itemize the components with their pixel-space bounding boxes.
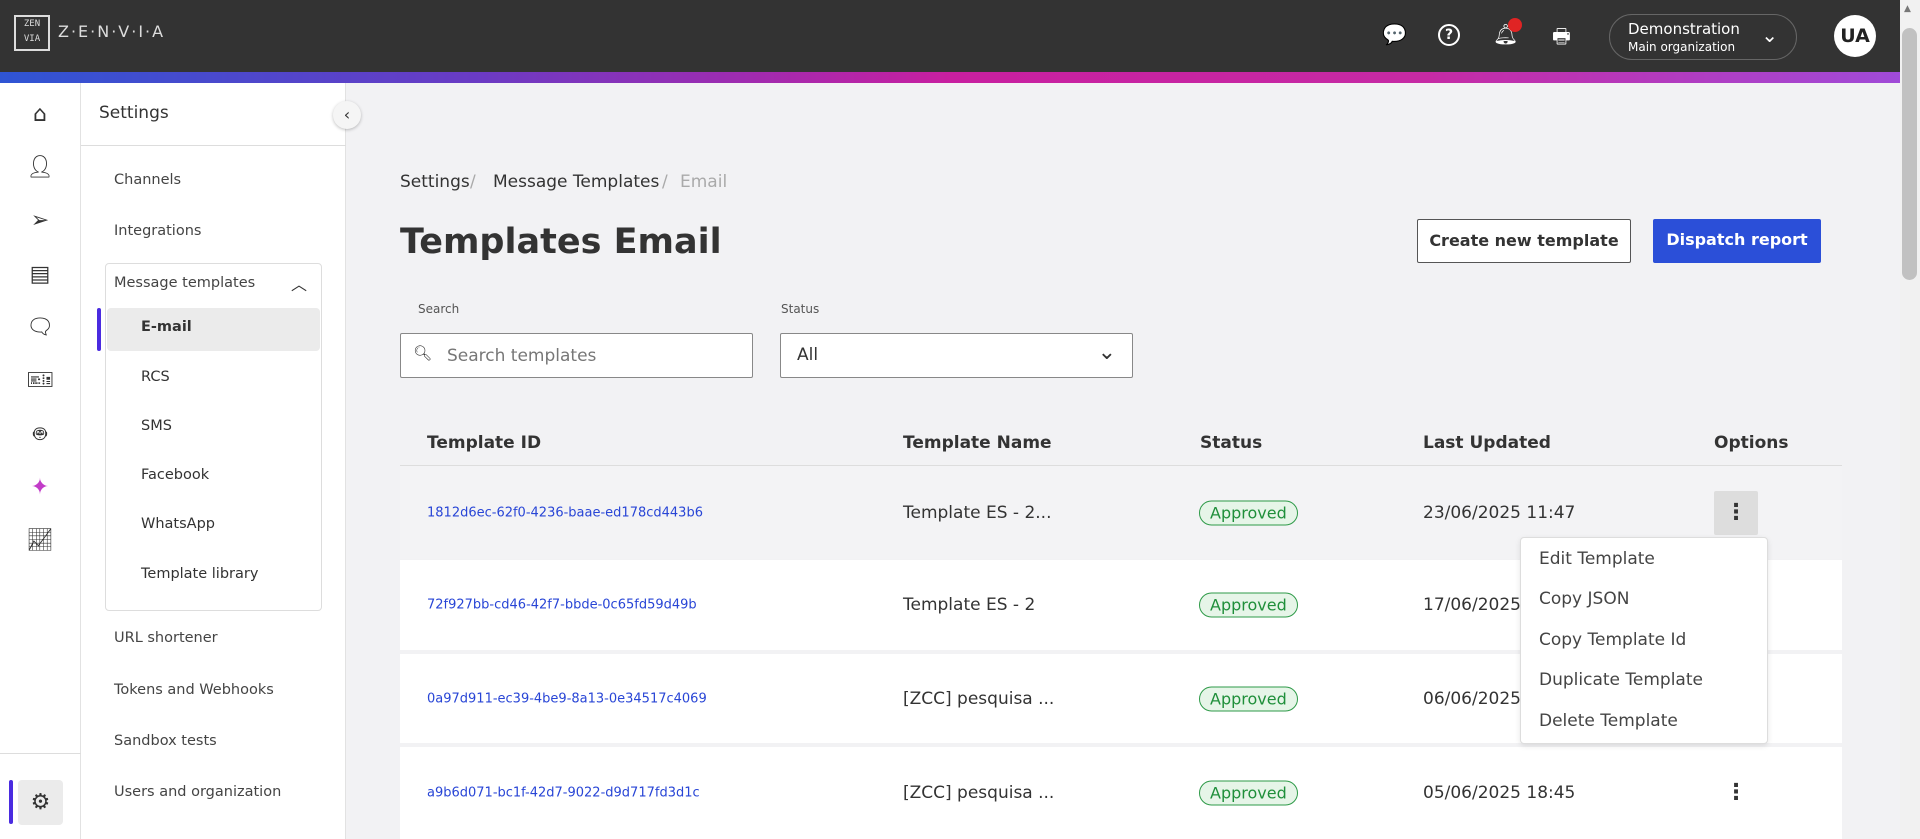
more-options-icon[interactable]: ⋮ bbox=[1714, 490, 1758, 535]
breadcrumb-separator: / bbox=[662, 172, 668, 192]
header-divider bbox=[400, 465, 1842, 466]
help-icon[interactable]: ? bbox=[1438, 24, 1460, 46]
nav-sandbox-tests[interactable]: Sandbox tests bbox=[114, 733, 217, 749]
template-name: [ZCC] pesquisa ... bbox=[903, 688, 1055, 709]
avatar[interactable]: UA bbox=[1834, 15, 1876, 57]
breadcrumb-separator: / bbox=[470, 172, 476, 192]
nav-tokens-webhooks[interactable]: Tokens and Webhooks bbox=[114, 682, 274, 698]
nav-users-organization[interactable]: Users and organization bbox=[114, 784, 282, 800]
breadcrumb-email: Email bbox=[680, 172, 728, 192]
template-id-link[interactable]: 0a97d911-ec39-4be9-8a13-0e34517c4069 bbox=[427, 691, 707, 706]
breadcrumb-settings[interactable]: Settings bbox=[400, 172, 470, 192]
nav-message-templates[interactable]: Message templates bbox=[114, 275, 256, 291]
status-value: All bbox=[797, 345, 819, 365]
collapse-panel-button[interactable]: ‹ bbox=[333, 101, 361, 129]
zenvia-logo-text: Z·E·N·V·I·A bbox=[58, 22, 166, 41]
breadcrumb-message-templates[interactable]: Message Templates bbox=[493, 172, 660, 192]
col-last-updated: Last Updated bbox=[1423, 433, 1551, 453]
last-updated: 17/06/2025 bbox=[1423, 595, 1521, 615]
menu-copy-template-id[interactable]: Copy Template Id bbox=[1539, 630, 1687, 650]
nav-url-shortener[interactable]: URL shortener bbox=[114, 630, 218, 646]
scroll-up-arrow[interactable]: ▲ bbox=[1904, 4, 1911, 14]
col-template-name: Template Name bbox=[903, 433, 1052, 453]
search-icon: 🔍︎ bbox=[413, 344, 433, 362]
document-icon[interactable]: ▤ bbox=[29, 262, 51, 287]
icon-rail: ⌂ 👤︎ ➢ ▤ 🗨︎ 🎫︎ 🤖︎ ✦ 📈︎ ⚙ bbox=[0, 83, 81, 839]
chevron-down-icon: ⌄ bbox=[1761, 23, 1778, 47]
template-name: Template ES - 2 bbox=[903, 595, 1036, 615]
divider bbox=[81, 145, 346, 146]
last-updated: 06/06/2025 bbox=[1423, 688, 1521, 709]
nav-sms[interactable]: SMS bbox=[141, 418, 172, 434]
top-bar: ZEN VIA Z·E·N·V·I·A 💬 ? 🔔︎ 🖶 Demonstratio… bbox=[0, 0, 1900, 72]
last-updated: 05/06/2025 18:45 bbox=[1423, 783, 1576, 803]
template-id-link[interactable]: 1812d6ec-62f0-4236-baae-ed178cd443b6 bbox=[427, 505, 703, 520]
active-indicator bbox=[9, 780, 13, 824]
sparkle-icon[interactable]: ✦ bbox=[30, 475, 50, 500]
template-name: [ZCC] pesquisa ... bbox=[903, 783, 1055, 803]
col-template-id: Template ID bbox=[427, 433, 542, 453]
nav-integrations[interactable]: Integrations bbox=[114, 223, 202, 239]
search-input[interactable]: 🔍︎ Search templates bbox=[400, 333, 753, 378]
status-badge: Approved bbox=[1199, 686, 1298, 711]
org-sub: Main organization bbox=[1628, 40, 1736, 54]
page-title: Templates Email bbox=[400, 222, 722, 262]
nav-facebook[interactable]: Facebook bbox=[141, 467, 210, 483]
template-id-link[interactable]: a9b6d071-bc1f-42d7-9022-d9d717fd3d1c bbox=[427, 785, 700, 801]
settings-panel: Settings Channels Integrations Message t… bbox=[81, 83, 346, 839]
dispatch-report-button[interactable]: Dispatch report bbox=[1653, 219, 1821, 263]
scrollbar-thumb[interactable] bbox=[1902, 28, 1917, 280]
template-name: Template ES - 2... bbox=[903, 502, 1052, 523]
organization-selector[interactable]: Demonstration Main organization ⌄ bbox=[1609, 14, 1797, 60]
menu-delete-template[interactable]: Delete Template bbox=[1539, 711, 1678, 731]
menu-duplicate-template[interactable]: Duplicate Template bbox=[1539, 670, 1703, 690]
col-status: Status bbox=[1200, 433, 1263, 453]
org-name: Demonstration bbox=[1628, 20, 1740, 38]
chevron-down-icon: ⌄ bbox=[1097, 340, 1116, 365]
options-menu: Edit Template Copy JSON Copy Template Id… bbox=[1520, 537, 1768, 744]
menu-copy-json[interactable]: Copy JSON bbox=[1539, 589, 1630, 609]
notification-dot bbox=[1508, 18, 1522, 32]
status-badge: Approved bbox=[1199, 500, 1298, 525]
gear-icon[interactable]: ⚙ bbox=[18, 780, 63, 825]
menu-edit-template[interactable]: Edit Template bbox=[1539, 549, 1655, 569]
rail-divider bbox=[0, 753, 81, 754]
search-placeholder: Search templates bbox=[447, 346, 597, 366]
bot-icon[interactable]: 🤖︎ bbox=[33, 422, 47, 447]
chart-icon[interactable]: 📈︎ bbox=[26, 528, 54, 553]
search-label: Search bbox=[418, 302, 460, 316]
chat-help-icon[interactable]: 💬 bbox=[1382, 22, 1407, 46]
home-icon[interactable]: ⌂ bbox=[33, 102, 47, 127]
panel-title: Settings bbox=[99, 103, 169, 123]
chat-icon[interactable]: 🗨︎ bbox=[26, 315, 54, 340]
status-badge: Approved bbox=[1199, 592, 1298, 618]
table-row[interactable]: a9b6d071-bc1f-42d7-9022-d9d717fd3d1c [ZC… bbox=[400, 747, 1842, 839]
active-indicator bbox=[97, 308, 101, 351]
nav-template-library[interactable]: Template library bbox=[141, 566, 259, 582]
col-options: Options bbox=[1714, 433, 1789, 453]
nav-email[interactable]: E-mail bbox=[141, 319, 192, 335]
message-templates-group bbox=[105, 263, 322, 611]
printer-icon[interactable]: 🖶 bbox=[1552, 24, 1571, 48]
create-template-button[interactable]: Create new template bbox=[1417, 219, 1631, 263]
nav-channels[interactable]: Channels bbox=[114, 172, 182, 188]
nav-rcs[interactable]: RCS bbox=[141, 369, 170, 385]
zenvia-logo-mark: ZEN VIA bbox=[14, 15, 50, 51]
template-id-link[interactable]: 72f927bb-cd46-42f7-bbde-0c65fd59d49b bbox=[427, 597, 697, 613]
ticket-icon[interactable]: 🎫︎ bbox=[26, 368, 54, 393]
more-options-icon[interactable]: ⋮ bbox=[1725, 780, 1747, 805]
last-updated: 23/06/2025 11:47 bbox=[1423, 502, 1576, 523]
status-label: Status bbox=[781, 302, 820, 316]
send-icon[interactable]: ➢ bbox=[30, 208, 50, 233]
nav-whatsapp[interactable]: WhatsApp bbox=[141, 516, 215, 532]
chevron-up-icon[interactable]: ︿ bbox=[291, 275, 308, 294]
status-select[interactable]: All ⌄ bbox=[780, 333, 1133, 378]
status-badge: Approved bbox=[1199, 780, 1298, 806]
brand-gradient-stripe bbox=[0, 72, 1900, 83]
contacts-icon[interactable]: 👤︎ bbox=[26, 155, 54, 180]
nav-email-active-bg bbox=[107, 308, 320, 351]
